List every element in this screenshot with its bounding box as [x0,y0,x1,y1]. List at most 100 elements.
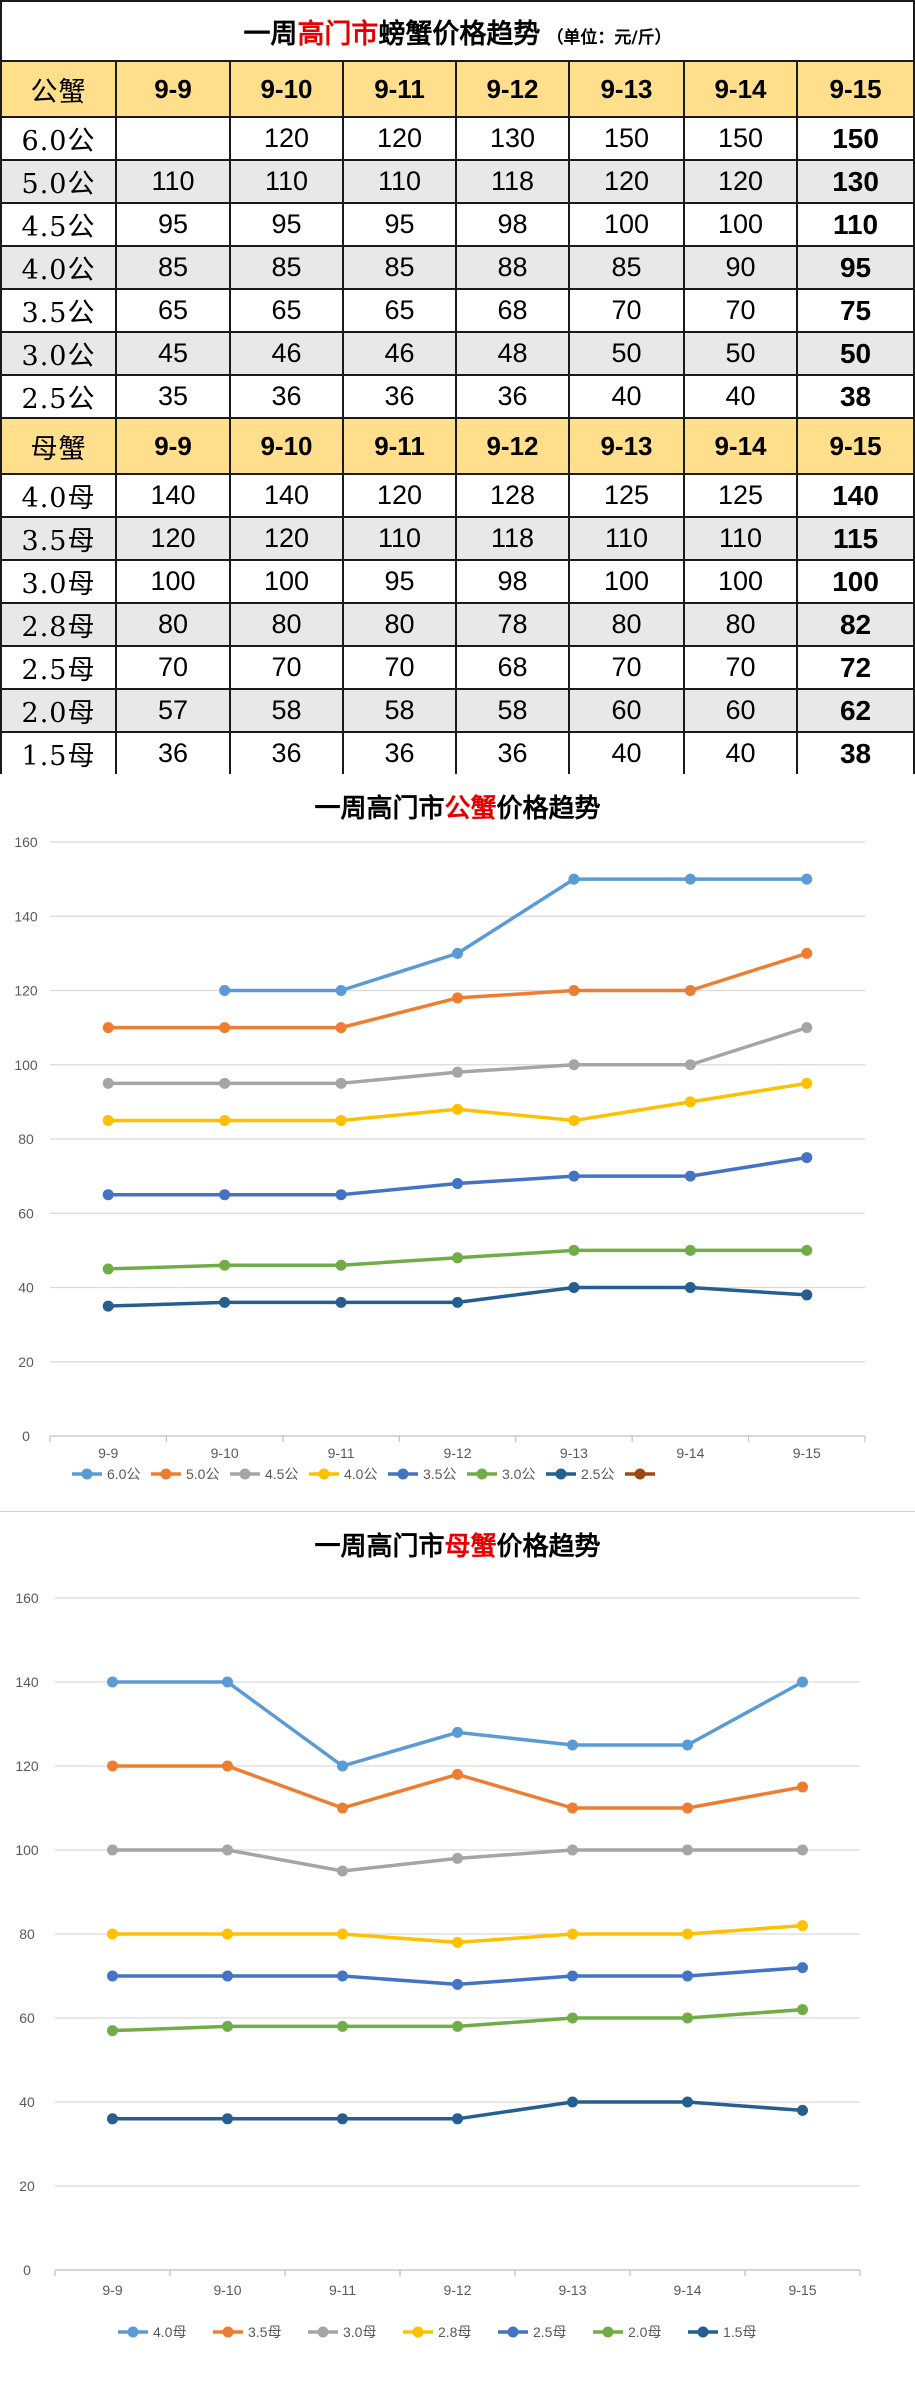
price-cell: 58 [455,688,570,733]
date-header: 9-12 [455,60,570,118]
price-cell: 85 [342,245,457,290]
data-point [222,1676,233,1688]
row-label: 5.0公 [0,159,117,204]
data-point [801,1289,813,1301]
series-line [112,1680,804,1768]
table-title-unit: （单位：元/斤） [546,27,672,48]
price-cell: 100 [795,559,915,604]
table-row: 4.0母 140 140 120 128 125 125 140 [0,473,915,518]
price-cell: 75 [795,288,915,333]
male-chart-title-suffix: 价格趋势 [496,794,601,824]
data-point [801,1152,813,1164]
legend-label: 2.0母 [628,2324,661,2340]
row-label: 2.5公 [0,374,117,419]
x-tick-label: 9-14 [673,2282,701,2298]
data-point [335,1296,347,1308]
price-cell: 118 [455,159,570,204]
price-cell: 100 [683,202,798,247]
data-point [452,2113,463,2125]
data-point [335,985,347,996]
price-cell: 58 [342,688,457,733]
row-label: 2.5母 [0,645,117,690]
price-cell: 70 [568,645,685,690]
data-point [568,1114,580,1126]
price-cell: 120 [342,473,457,518]
date-header: 9-13 [568,60,685,118]
price-cell: 50 [683,331,798,376]
price-cell: 150 [568,116,685,161]
x-tick-label: 9-12 [443,1445,471,1461]
date-header: 9-14 [683,60,798,118]
date-header: 9-10 [229,417,344,475]
data-point [568,1282,580,1293]
date-header: 9-10 [229,60,344,118]
data-point [801,1022,813,1034]
series-line [108,1155,808,1197]
male-chart-title: 一周高门市公蟹价格趋势 [0,788,915,825]
price-cell: 95 [342,202,457,247]
y-tick-label: 100 [15,1842,39,1858]
y-tick-label: 160 [14,834,38,850]
price-cell: 115 [795,516,915,561]
data-point [219,985,231,996]
data-point [337,1865,348,1877]
data-point [222,1760,233,1772]
price-cell: 62 [795,688,915,733]
date-header: 9-13 [568,417,685,475]
data-point [452,2020,463,2032]
date-header: 9-15 [795,60,915,118]
data-point [452,1978,463,1990]
date-header: 9-9 [115,60,231,118]
price-cell: 80 [342,602,457,647]
price-cell: 120 [568,159,685,204]
price-cell: 130 [455,116,570,161]
table-row: 4.0公 85 85 85 88 85 90 95 [0,245,915,290]
price-cell: 100 [683,559,798,604]
table-title: 一周高门市螃蟹价格趋势 （单位：元/斤） [0,0,915,62]
y-tick-label: 80 [18,1131,34,1147]
data-point [107,2113,118,2125]
price-cell: 70 [229,645,344,690]
date-header: 9-12 [455,417,570,475]
price-cell: 70 [115,645,231,690]
price-cell: 95 [115,202,231,247]
price-cell: 128 [455,473,570,518]
legend-swatch-marker [222,2326,234,2338]
price-cell: 50 [795,331,915,376]
legend-swatch-marker [412,2326,424,2338]
data-point [335,1259,347,1271]
price-cell: 40 [568,374,685,419]
price-cell: 95 [795,245,915,290]
price-cell: 65 [229,288,344,333]
data-point [801,1077,813,1089]
data-point [337,1802,348,1814]
price-cell: 36 [342,374,457,419]
data-point [219,1077,231,1089]
female-chart-title-prefix: 一周高门市 [314,1532,445,1562]
row-label: 1.5母 [0,731,117,776]
data-point [797,1676,808,1688]
legend-label: 3.0公 [502,1466,535,1482]
price-cell: 82 [795,602,915,647]
price-cell [115,116,231,161]
data-point [797,1962,808,1974]
y-tick-label: 0 [22,1428,30,1444]
data-point [684,873,696,885]
price-cell: 80 [683,602,798,647]
price-cell: 36 [455,731,570,776]
row-label: 4.5公 [0,202,117,247]
y-tick-label: 140 [14,908,38,924]
data-point [452,1768,463,1780]
row-label: 4.0母 [0,473,117,518]
data-point [567,2096,578,2108]
price-cell: 95 [229,202,344,247]
data-point [107,1676,118,1688]
data-point [684,1170,696,1182]
y-tick-label: 40 [18,1280,34,1296]
price-cell: 46 [229,331,344,376]
price-cell: 120 [115,516,231,561]
price-cell: 140 [795,473,915,518]
price-cell: 100 [115,559,231,604]
price-cell: 85 [229,245,344,290]
data-point [452,1178,463,1190]
